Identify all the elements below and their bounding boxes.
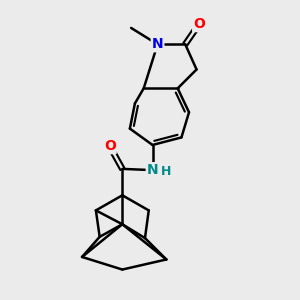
Text: O: O — [193, 17, 205, 31]
Text: H: H — [161, 165, 172, 178]
Text: N: N — [152, 37, 164, 51]
Text: N: N — [147, 163, 158, 177]
Text: O: O — [104, 139, 116, 153]
